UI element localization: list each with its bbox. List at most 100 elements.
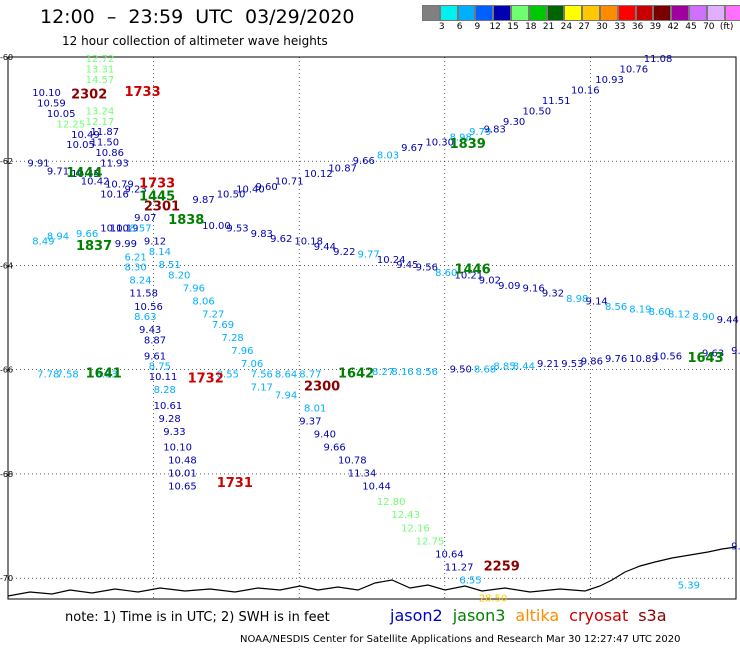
wave-height-value: 11.27: [445, 562, 474, 573]
wave-height-value: 10.49: [71, 130, 100, 141]
wave-height-value: 10.48: [168, 456, 197, 467]
wave-height-value: 8.85: [493, 362, 515, 373]
colorbar-label: 9: [474, 22, 481, 32]
colorbar-swatch: [582, 5, 600, 21]
colorbar-swatch: [617, 5, 636, 21]
wave-height-value: 9.63: [702, 349, 724, 360]
pass-time-label: 2300: [304, 380, 340, 395]
pass-time-label: 1839: [450, 137, 486, 152]
wave-height-value: 7.78: [37, 370, 59, 381]
colorbar-swatch: [688, 5, 707, 21]
pass-time-label: 1731: [217, 476, 253, 491]
wave-height-value: 8.56: [605, 302, 627, 313]
wave-height-value: 8.28: [154, 385, 176, 396]
wave-height-value: 9.91: [27, 158, 49, 169]
map-grid: [8, 57, 736, 599]
colorbar-swatch: [493, 5, 511, 21]
wave-height-value: 9.40: [314, 429, 336, 440]
pass-time-label: 2302: [71, 88, 107, 103]
wave-height-value: 10.12: [304, 169, 333, 180]
wave-height-value: 8.30: [124, 263, 146, 274]
colorbar-label: (ft): [719, 22, 734, 32]
wave-height-value: 8.63: [134, 312, 156, 323]
colorbar-label: 15: [507, 22, 519, 32]
footer-note: note: 1) Time is in UTC; 2) SWH is in fe…: [65, 610, 330, 625]
wave-height-value: 7.96: [231, 346, 253, 357]
wave-height-value: 10.16: [571, 85, 600, 96]
wave-height-value: 8.94: [47, 231, 69, 242]
wave-height-value: 11.50: [91, 138, 120, 149]
wave-height-value: 8.06: [192, 297, 214, 308]
wave-height-value: 9.07: [134, 213, 156, 224]
wave-height-value: 10.16: [100, 190, 129, 201]
wave-height-value: 8.64: [275, 370, 297, 381]
wave-height-value: 6.21: [124, 252, 146, 263]
wave-height-value: 9.33: [163, 427, 185, 438]
wave-height-value: 9.23: [124, 185, 146, 196]
colorbar: [422, 5, 740, 21]
pass-time-label: 1733: [139, 176, 175, 191]
wave-height-value: 11.34: [348, 469, 377, 480]
wave-height-value: 10.10: [100, 224, 129, 235]
wave-height-value: 10.79: [105, 179, 134, 190]
pass-time-label: 1446: [455, 262, 491, 277]
wave-height-value: 9.61: [144, 351, 166, 362]
wave-height-value: 7.94: [275, 390, 297, 401]
wave-height-value: 10.61: [154, 401, 183, 412]
credit-line: NOAA/NESDIS Center for Satellite Applica…: [240, 634, 681, 645]
wave-height-value: 9.44: [717, 315, 739, 326]
y-tick-label: -60: [0, 53, 13, 62]
colorbar-swatch: [546, 5, 565, 21]
colorbar-label: 24: [560, 22, 573, 32]
wave-height-value: 7.56: [251, 370, 273, 381]
wave-height-value: 7.06: [241, 359, 263, 370]
pass-time-label: 1642: [338, 367, 374, 382]
wave-height-value: 10.40: [236, 185, 265, 196]
wave-height-value: 10.89: [629, 354, 658, 365]
legend-entry-jason3: jason3: [452, 606, 506, 625]
time-labels: 2302 173314441733144523011838183718391446…: [66, 85, 723, 574]
wave-height-value: 12.80: [377, 497, 406, 508]
wave-height-value: 7.69: [212, 320, 234, 331]
wave-height-value: 8.27: [372, 367, 394, 378]
wave-height-value: 8.60: [435, 268, 457, 279]
map-frame: [7, 56, 737, 600]
wave-height-value: 9.79: [469, 127, 491, 138]
wave-height-value: 9.6: [731, 346, 740, 357]
wave-height-value: 10.71: [275, 177, 304, 188]
wave-height-value: 13.31: [86, 65, 115, 76]
colorbar-label: 70: [703, 22, 715, 32]
wave-height-value: 5.39: [678, 581, 700, 592]
wave-height-value: 10.50: [217, 190, 246, 201]
wave-height-value: 9.53: [561, 359, 583, 370]
wave-height-value: 10.45: [71, 169, 100, 180]
wave-height-value: 9.50: [450, 364, 472, 375]
wave-height-value: 8.60: [649, 307, 671, 318]
wave-height-value: 8.57: [129, 224, 151, 235]
y-tick-label: -66: [0, 366, 13, 375]
wave-height-map: 03691215-60-62-64-66-68-70 12.7213.3114.…: [0, 53, 740, 605]
pass-time-label: 1837: [76, 239, 112, 254]
y-tick-label: -62: [0, 157, 13, 166]
wave-height-value: 12.25: [57, 119, 86, 130]
wave-height-value: 10.78: [338, 456, 367, 467]
wave-height-value: 10.59: [37, 99, 66, 110]
wave-height-value: 10.19: [110, 224, 139, 235]
wave-height-value: 8.56: [416, 367, 438, 378]
legend-entry-cryosat: cryosat: [569, 606, 629, 625]
colorbar-swatch: [671, 5, 689, 21]
wave-height-value: 10.86: [95, 148, 124, 159]
pass-time-label: 1445: [139, 189, 175, 204]
wave-height-value: 10.87: [328, 164, 357, 175]
wave-height-value: 9.22: [333, 247, 355, 258]
antarctic-coastline: [7, 546, 737, 597]
wave-height-value: 10.05: [66, 140, 95, 151]
wave-height-value: 12.17: [86, 117, 115, 128]
colorbar-label: 36: [631, 22, 644, 32]
y-tick-label: -70: [0, 574, 13, 583]
wave-height-value: 9.53: [226, 224, 248, 235]
colorbar-swatch: [528, 5, 547, 21]
wave-height-value: 10.50: [522, 106, 551, 117]
colorbar-label: 30: [596, 22, 608, 32]
colorbar-swatch: [422, 5, 440, 21]
